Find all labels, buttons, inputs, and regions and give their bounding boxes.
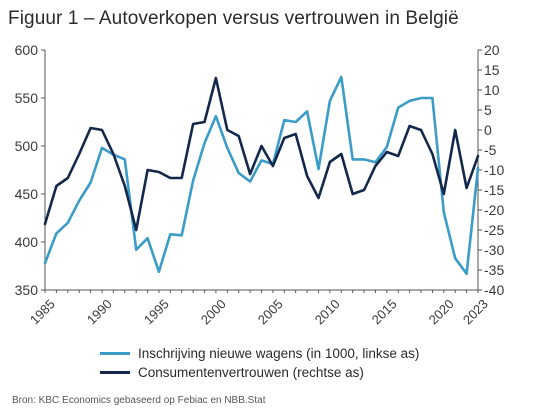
y-right-tick-label: 10	[484, 82, 500, 98]
x-tick-label: 1985	[27, 296, 58, 327]
legend: Inschrijving nieuwe wagens (in 1000, lin…	[100, 344, 419, 382]
y-left-tick-label: 400	[15, 234, 39, 250]
legend-swatch-inschrijving	[100, 352, 130, 355]
y-right-tick-label: 20	[484, 42, 500, 58]
x-tick-label: 2015	[369, 296, 400, 327]
legend-label-consumentenvertrouwen: Consumentenvertrouwen (rechtse as)	[138, 365, 364, 380]
y-right-tick-label: -5	[484, 142, 497, 158]
y-left-tick-label: 500	[15, 138, 39, 154]
y-right-tick-label: -30	[484, 242, 504, 258]
chart-area: 350 400 450 500 550 600 -40 -35 -30 -25 -20 -15 -10 -…	[15, 42, 505, 327]
x-tick-label: 2000	[198, 296, 229, 327]
x-tick-label: 2010	[312, 296, 343, 327]
y-left-tick-label: 350	[15, 282, 39, 298]
series-line-inschrijving	[43, 75, 480, 276]
chart-title: Figuur 1 – Autoverkopen versus vertrouwe…	[8, 8, 459, 29]
y-right-tick-label: -35	[484, 262, 504, 278]
y-left-tick-label: 600	[15, 42, 39, 58]
y-right-tick-label: -15	[484, 182, 504, 198]
y-right-tick-label: 5	[484, 102, 492, 118]
legend-label-inschrijving: Inschrijving nieuwe wagens (in 1000, lin…	[138, 346, 420, 361]
series-line-consumentenvertrouwen	[43, 76, 480, 232]
source-note: Bron: KBC Economics gebaseerd op Febiac …	[12, 395, 266, 406]
x-tick-label: 2023	[460, 296, 491, 327]
y-left-tick-label: 550	[15, 90, 39, 106]
line-chart: 350 400 450 500 550 600 -40 -35 -30 -25 -20 -15 -10 -…	[15, 42, 505, 327]
y-right-tick-label: 15	[484, 62, 500, 78]
x-tick-label: 1995	[141, 296, 172, 327]
y-right-tick-label: -10	[484, 162, 504, 178]
legend-swatch-consumentenvertrouwen	[100, 371, 130, 374]
y-right-tick-label: -25	[484, 222, 504, 238]
x-tick-label: 2020	[426, 296, 457, 327]
x-tick-label: 2005	[255, 296, 286, 327]
y-left-tick-label: 450	[15, 186, 39, 202]
x-tick-label: 1990	[84, 296, 115, 327]
legend-item-inschrijving: Inschrijving nieuwe wagens (in 1000, lin…	[100, 344, 419, 363]
y-right-tick-label: -40	[484, 282, 504, 298]
y-right-tick-label: 0	[484, 122, 492, 138]
legend-item-consumentenvertrouwen: Consumentenvertrouwen (rechtse as)	[100, 363, 419, 382]
y-right-tick-label: -20	[484, 202, 504, 218]
